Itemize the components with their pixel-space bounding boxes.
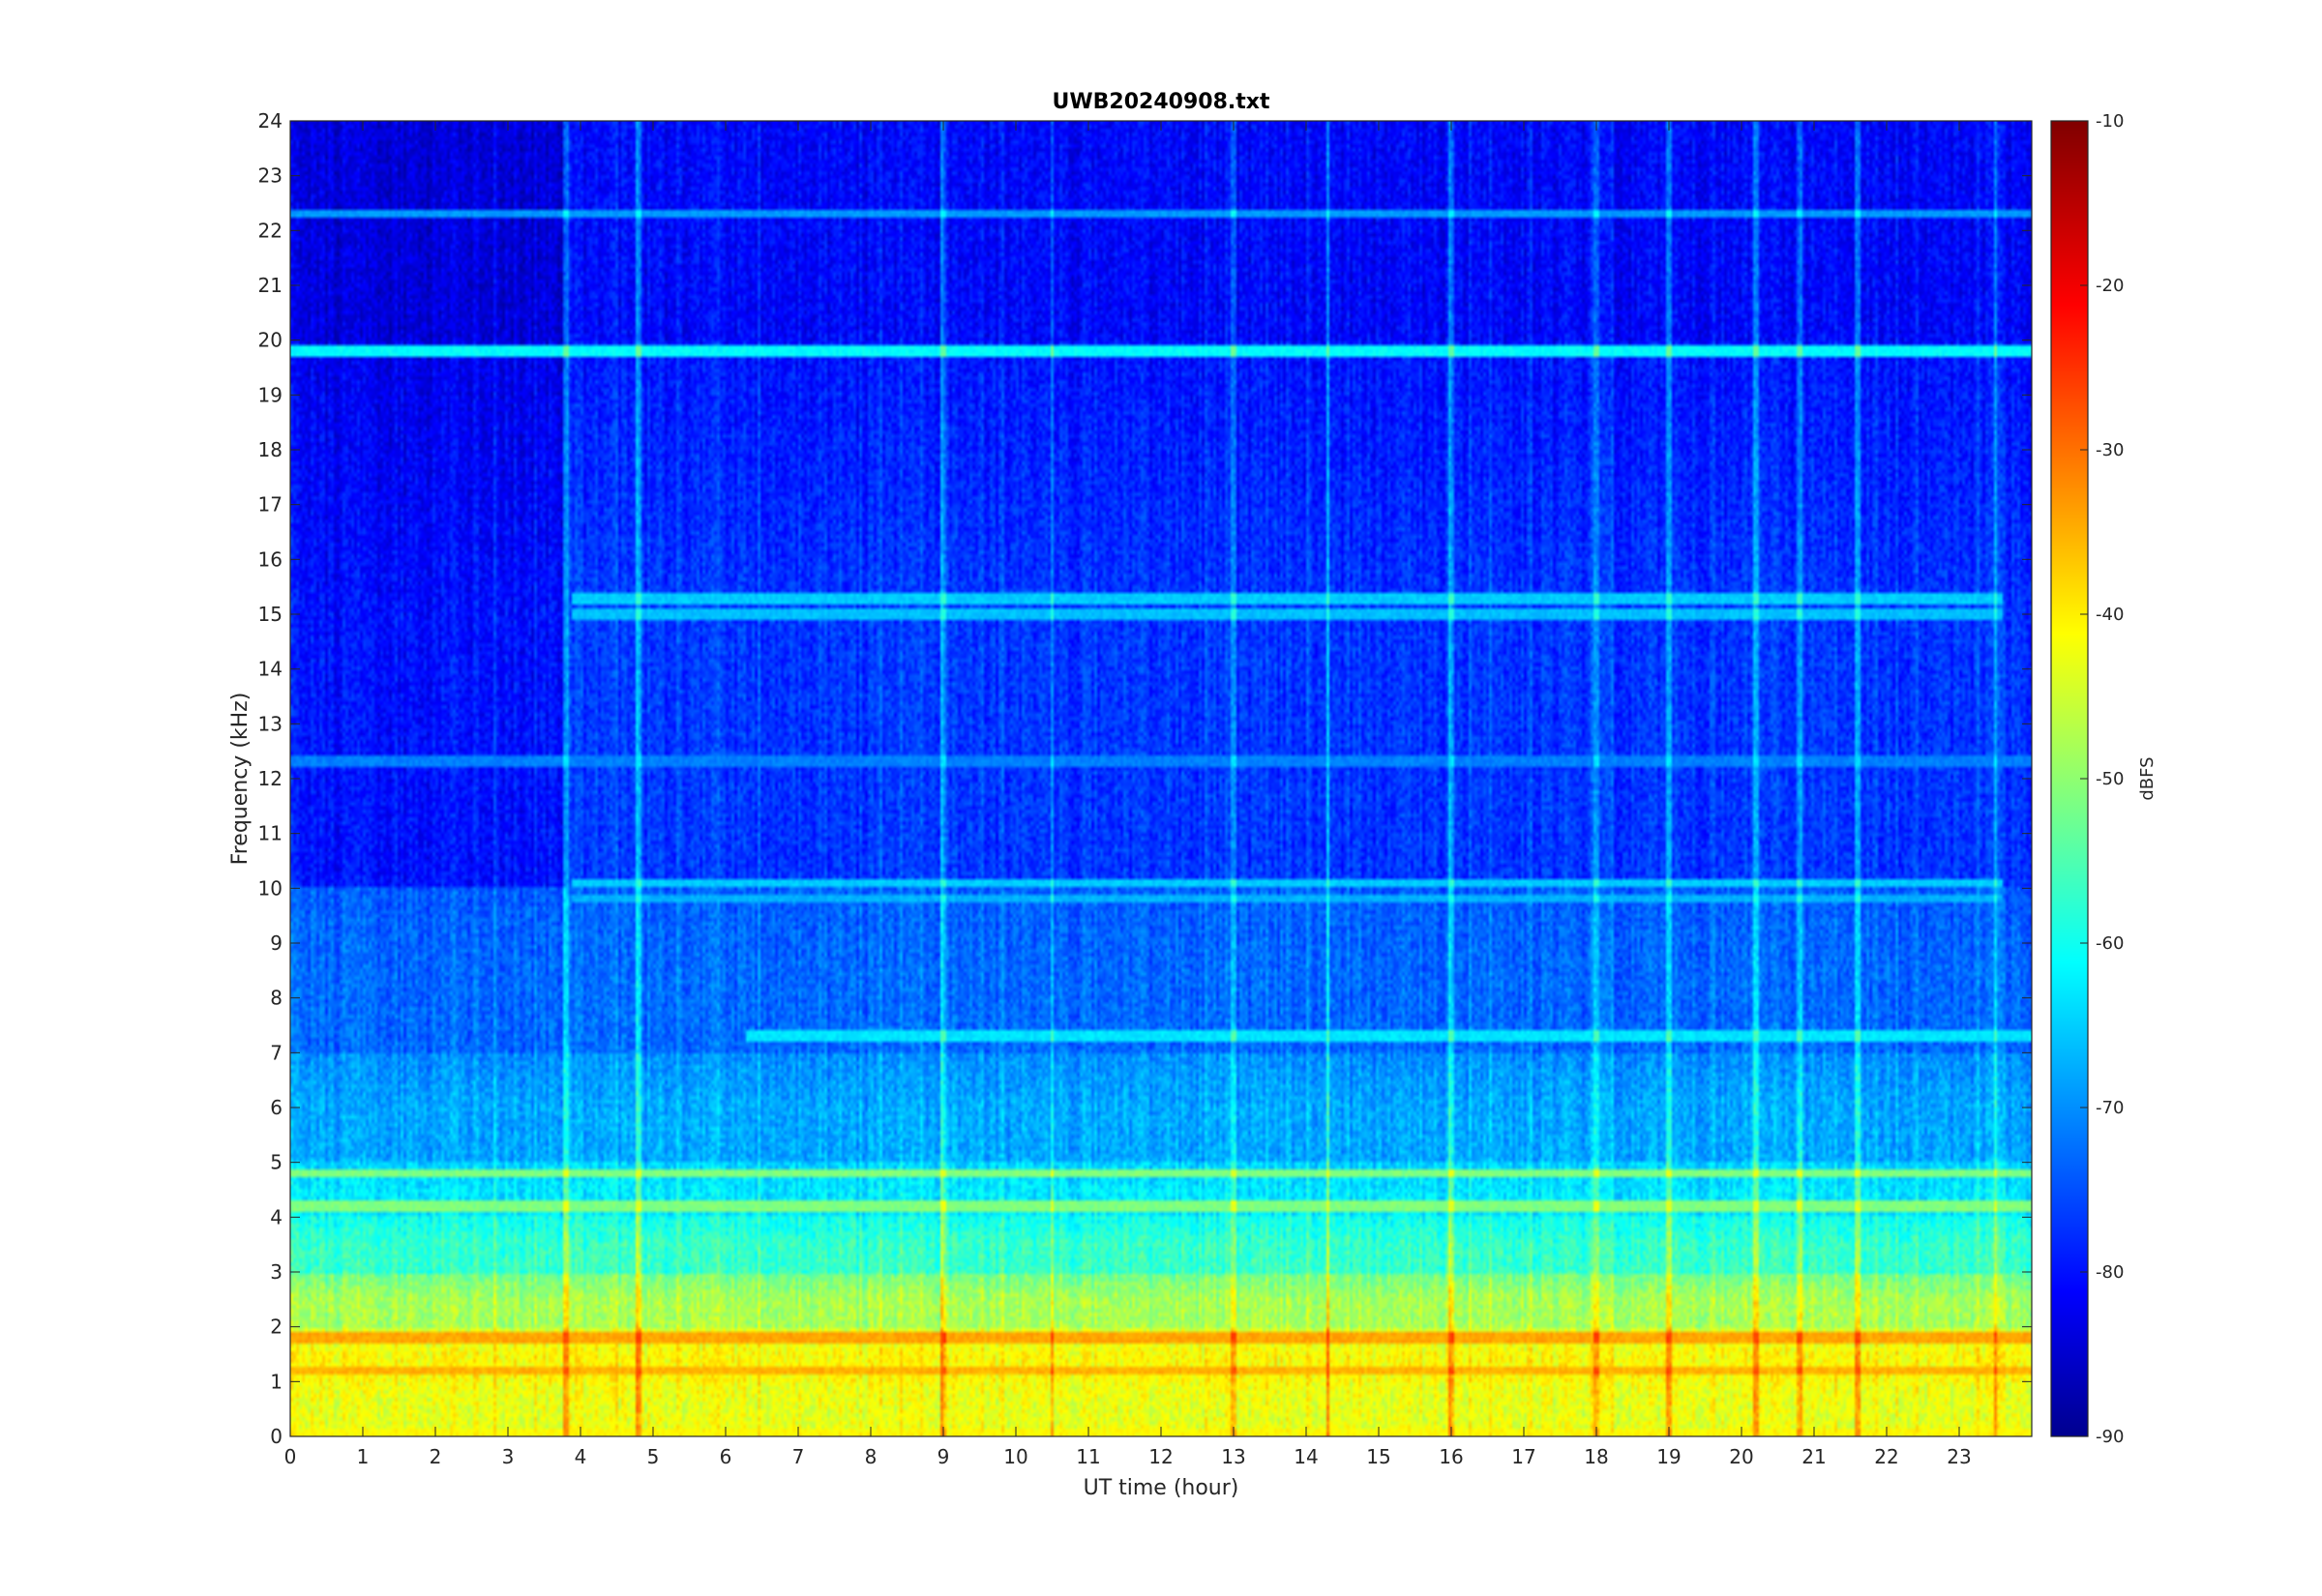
- x-tick-label: 0: [284, 1445, 297, 1468]
- x-tick-label: 23: [1947, 1445, 1971, 1468]
- x-tick-label: 8: [865, 1445, 878, 1468]
- x-tick-label: 22: [1874, 1445, 1898, 1468]
- y-tick-label: 23: [258, 164, 283, 188]
- x-tick-label: 3: [502, 1445, 515, 1468]
- x-tick-label: 5: [647, 1445, 660, 1468]
- y-tick-label: 17: [258, 493, 283, 517]
- y-tick-label: 3: [270, 1260, 283, 1284]
- x-tick-label: 1: [357, 1445, 370, 1468]
- x-tick-label: 21: [1801, 1445, 1826, 1468]
- colorbar-tick-label: -90: [2096, 1427, 2124, 1447]
- x-tick-label: 12: [1148, 1445, 1173, 1468]
- y-tick-label: 16: [258, 547, 283, 571]
- x-tick-label: 14: [1294, 1445, 1318, 1468]
- y-tick-label: 10: [258, 876, 283, 900]
- x-tick-label: 13: [1221, 1445, 1245, 1468]
- y-tick-label: 1: [270, 1370, 283, 1393]
- y-tick-label: 15: [258, 603, 283, 626]
- y-tick-label: 0: [270, 1425, 283, 1448]
- y-tick-label: 13: [258, 712, 283, 735]
- x-tick-label: 19: [1656, 1445, 1681, 1468]
- colorbar-tick-label: -30: [2096, 440, 2124, 460]
- colorbar-tick-label: -80: [2096, 1262, 2124, 1283]
- colorbar: -90 -80 -70 -60 -50 -40 -30 -20 -10 dBFS: [2050, 111, 2158, 1447]
- x-axis: 0 1 2 3 4 5 6 7 8 9 10 11 12 13 14 15 16 17 18 19 20 21 22 23: [284, 121, 1972, 1468]
- colorbar-tick-label: -50: [2096, 769, 2124, 789]
- y-tick-label: 18: [258, 438, 283, 461]
- colorbar-tick-label: -60: [2096, 933, 2124, 954]
- spectrogram-area: [290, 121, 2032, 1436]
- x-tick-label: 18: [1584, 1445, 1608, 1468]
- colorbar-tick-label: -40: [2096, 605, 2124, 625]
- x-tick-label: 20: [1729, 1445, 1753, 1468]
- colorbar-label: dBFS: [2137, 756, 2158, 800]
- y-tick-label: 2: [270, 1315, 283, 1339]
- y-tick-label: 9: [270, 931, 283, 955]
- y-tick-label: 7: [270, 1041, 283, 1064]
- y-axis-label: Frequency (kHz): [228, 693, 253, 866]
- y-tick-label: 8: [270, 987, 283, 1010]
- y-tick-label: 24: [258, 109, 283, 133]
- spectrogram-image: [290, 121, 2032, 1436]
- y-tick-label: 21: [258, 274, 283, 297]
- x-tick-label: 2: [430, 1445, 442, 1468]
- y-tick-label: 5: [270, 1151, 283, 1174]
- y-tick-label: 6: [270, 1096, 283, 1119]
- y-tick-label: 12: [258, 767, 283, 790]
- colorbar-tick-label: -70: [2096, 1098, 2124, 1118]
- y-tick-label: 22: [258, 219, 283, 242]
- x-tick-label: 11: [1076, 1445, 1100, 1468]
- y-tick-label: 14: [258, 658, 283, 681]
- chart-title: UWB20240908.txt: [1053, 90, 1270, 114]
- x-tick-label: 16: [1439, 1445, 1463, 1468]
- y-tick-label: 19: [258, 383, 283, 406]
- colorbar-tick-label: -20: [2096, 276, 2124, 296]
- x-tick-label: 4: [575, 1445, 587, 1468]
- x-tick-label: 7: [792, 1445, 805, 1468]
- x-tick-label: 10: [1003, 1445, 1027, 1468]
- y-tick-label: 20: [258, 329, 283, 352]
- x-tick-label: 9: [938, 1445, 950, 1468]
- y-tick-label: 4: [270, 1205, 283, 1228]
- x-tick-label: 17: [1511, 1445, 1535, 1468]
- x-tick-label: 6: [720, 1445, 732, 1468]
- y-tick-label: 11: [258, 822, 283, 845]
- x-axis-label: UT time (hour): [1084, 1476, 1239, 1500]
- x-tick-label: 15: [1366, 1445, 1390, 1468]
- colorbar-tick-label: -10: [2096, 111, 2124, 132]
- colorbar-ticks: -90 -80 -70 -60 -50 -40 -30 -20 -10: [2080, 111, 2124, 1447]
